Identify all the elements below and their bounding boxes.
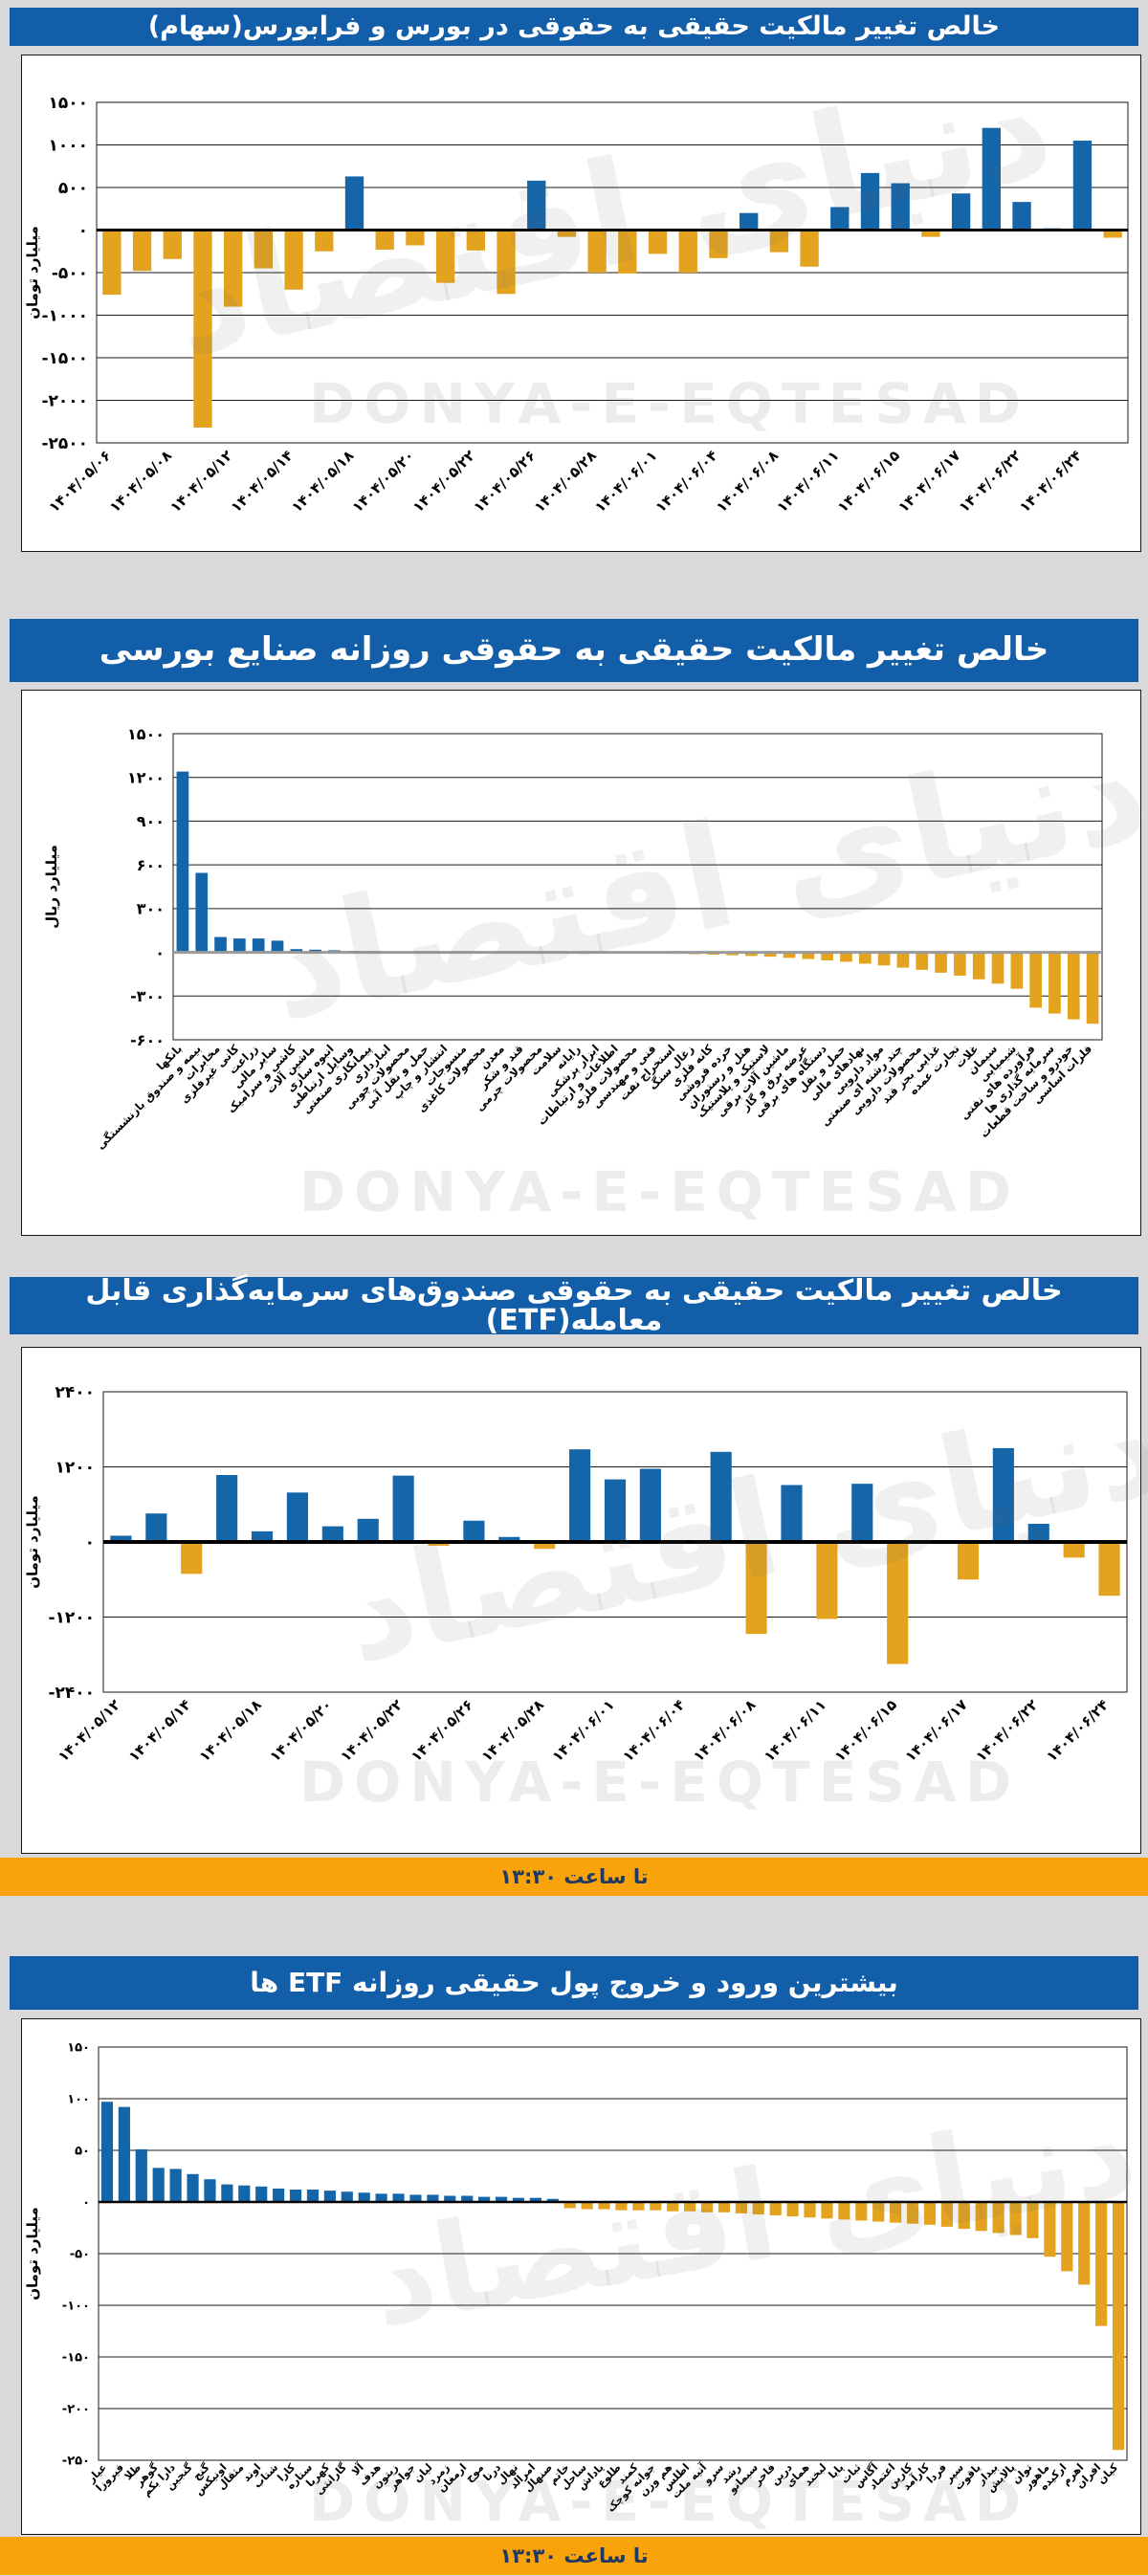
svg-text:۱۴۰۴/۰۶/۱۵: ۱۴۰۴/۰۶/۱۵ — [834, 447, 903, 516]
svg-text:میلیارد تومان: میلیارد تومان — [24, 226, 41, 319]
svg-text:۱۴۰۴/۰۶/۰۱: ۱۴۰۴/۰۶/۰۱ — [549, 1696, 618, 1765]
svg-text:۱۴۰۴/۰۶/۲۲: ۱۴۰۴/۰۶/۲۲ — [972, 1696, 1041, 1765]
industries-chart-title: خالص تغییر مالکیت حقیقی به حقوقی روزانه … — [10, 619, 1138, 682]
svg-text:۱۴۰۴/۰۶/۱۷: ۱۴۰۴/۰۶/۱۷ — [902, 1696, 971, 1765]
svg-text:۱۵۰: ۱۵۰ — [67, 2041, 90, 2056]
svg-text:۱۴۰۴/۰۶/۰۱: ۱۴۰۴/۰۶/۰۱ — [591, 447, 660, 516]
svg-text:-۶۰۰: -۶۰۰ — [130, 1031, 165, 1049]
svg-text:۱۴۰۴/۰۵/۱۸: ۱۴۰۴/۰۵/۱۸ — [196, 1696, 265, 1765]
svg-text:-۳۰۰: -۳۰۰ — [130, 987, 165, 1005]
svg-text:۱۴۰۴/۰۶/۰۴: ۱۴۰۴/۰۶/۰۴ — [652, 447, 721, 516]
svg-text:۱۴۰۴/۰۶/۰۸: ۱۴۰۴/۰۶/۰۸ — [690, 1696, 759, 1765]
svg-text:-۲۵۰۰: -۲۵۰۰ — [41, 434, 88, 453]
svg-text:-۲۵۰: -۲۵۰ — [62, 2455, 90, 2469]
etf-flows-bar-chart: ۱۵۰۱۰۰۵۰۰-۵۰-۱۰۰-۱۵۰-۲۰۰-۲۵۰عیارفیروزاطل… — [24, 2041, 1128, 2515]
svg-text:۱۴۰۴/۰۵/۲۰: ۱۴۰۴/۰۵/۲۰ — [348, 447, 417, 516]
svg-text:۰: ۰ — [82, 2196, 90, 2211]
svg-text:۱۴۰۴/۰۵/۰۸: ۱۴۰۴/۰۵/۰۸ — [106, 447, 175, 516]
svg-text:کیان: کیان — [1095, 2461, 1121, 2487]
etf-net-chart-panel: ۲۴۰۰ ۱۲۰۰ ۰ -۱۲۰۰ -۲۴۰۰ ۱۴۰۴/۰۵/۱۲ ۱۴۰۴/۰۵/۱۴ ۱… — [21, 1347, 1148, 1854]
svg-text:۳۰۰: ۳۰۰ — [137, 900, 165, 918]
svg-text:۱۰۰۰: ۱۰۰۰ — [48, 137, 88, 156]
svg-text:-۱۵۰۰: -۱۵۰۰ — [41, 349, 88, 368]
svg-text:۱۴۰۴/۰۵/۲۸: ۱۴۰۴/۰۵/۲۸ — [478, 1696, 547, 1765]
etf-flows-chart-title: بیشترین ورود و خروج پول حقیقی روزانه ETF… — [10, 1956, 1138, 2010]
svg-text:۱۴۰۴/۰۶/۱۷: ۱۴۰۴/۰۶/۱۷ — [894, 447, 963, 516]
svg-text:۵۰۰: ۵۰۰ — [58, 179, 88, 198]
svg-text:۱۵۰۰: ۱۵۰۰ — [48, 94, 88, 113]
svg-text:۱۴۰۴/۰۵/۲۲: ۱۴۰۴/۰۵/۲۲ — [409, 447, 478, 516]
svg-text:-۱۵۰: -۱۵۰ — [62, 2351, 90, 2366]
svg-text:۱۴۰۴/۰۵/۲۲: ۱۴۰۴/۰۵/۲۲ — [337, 1696, 406, 1765]
svg-text:۰: ۰ — [85, 1533, 95, 1552]
svg-text:۰: ۰ — [155, 943, 165, 961]
svg-text:۱۰۰: ۱۰۰ — [67, 2093, 90, 2107]
svg-text:-۵۰: -۵۰ — [70, 2248, 90, 2262]
svg-text:-۲۰۰: -۲۰۰ — [62, 2403, 90, 2417]
svg-text:میلیارد ریال: میلیارد ریال — [43, 845, 60, 929]
svg-text:۵۰: ۵۰ — [75, 2145, 90, 2159]
svg-text:۱۴۰۴/۰۵/۱۸: ۱۴۰۴/۰۵/۱۸ — [288, 447, 357, 516]
svg-text:میلیارد تومان: میلیارد تومان — [24, 2207, 41, 2301]
etf-net-chart-title: خالص تغییر مالکیت حقیقی به حقوقی صندوق‌ه… — [10, 1275, 1138, 1335]
svg-text:-۱۲۰۰: -۱۲۰۰ — [48, 1609, 95, 1628]
stocks-chart-title: خالص تغییر مالکیت حقیقی به حقوقی در بورس… — [10, 8, 1138, 46]
svg-text:۱۴۰۴/۰۶/۲۴: ۱۴۰۴/۰۶/۲۴ — [1016, 447, 1085, 516]
svg-text:۱۴۰۴/۰۵/۲۰: ۱۴۰۴/۰۵/۲۰ — [266, 1696, 335, 1765]
svg-text:۱۴۰۴/۰۵/۱۴: ۱۴۰۴/۰۵/۱۴ — [228, 447, 297, 516]
svg-text:۱۴۰۴/۰۶/۱۵: ۱۴۰۴/۰۶/۱۵ — [831, 1696, 900, 1765]
svg-text:میلیارد تومان: میلیارد تومان — [24, 1495, 41, 1589]
svg-text:۱۴۰۴/۰۶/۰۴: ۱۴۰۴/۰۶/۰۴ — [619, 1696, 688, 1765]
svg-text:-۱۰۰: -۱۰۰ — [62, 2300, 90, 2314]
svg-text:۱۴۰۴/۰۵/۲۸: ۱۴۰۴/۰۵/۲۸ — [531, 447, 600, 516]
svg-text:۰: ۰ — [78, 222, 88, 241]
svg-text:-۵۰۰: -۵۰۰ — [52, 264, 88, 283]
svg-text:-۲۰۰۰: -۲۰۰۰ — [41, 392, 88, 411]
svg-text:۱۴۰۴/۰۵/۱۲: ۱۴۰۴/۰۵/۱۲ — [55, 1696, 123, 1765]
time-footer-etf-net: تا ساعت ۱۳:۳۰ — [0, 1858, 1148, 1896]
time-footer-etf-flows: تا ساعت ۱۳:۳۰ — [0, 2537, 1148, 2575]
svg-text:۱۲۰۰: ۱۲۰۰ — [55, 1459, 95, 1478]
etf-flows-chart-panel: ۱۵۰ ۱۰۰ ۵۰ ۰ -۵۰ -۱۰۰ -۱۵۰ -۲۰۰ -۲۵۰ عیار فیروزا طل… — [21, 2018, 1146, 2535]
svg-text:۱۴۰۴/۰۶/۱۱: ۱۴۰۴/۰۶/۱۱ — [773, 447, 842, 516]
svg-text:۶۰۰: ۶۰۰ — [137, 856, 165, 874]
svg-text:۱۴۰۴/۰۵/۲۶: ۱۴۰۴/۰۵/۲۶ — [408, 1696, 476, 1765]
svg-text:۱۴۰۴/۰۵/۲۶: ۱۴۰۴/۰۵/۲۶ — [470, 447, 539, 516]
svg-text:۱۴۰۴/۰۶/۰۸: ۱۴۰۴/۰۶/۰۸ — [713, 447, 782, 516]
svg-text:۱۴۰۴/۰۵/۰۶: ۱۴۰۴/۰۵/۰۶ — [45, 447, 114, 516]
svg-text:۱۵۰۰: ۱۵۰۰ — [127, 725, 165, 743]
svg-text:۱۴۰۴/۰۶/۲۴: ۱۴۰۴/۰۶/۲۴ — [1043, 1696, 1112, 1765]
svg-text:-۲۴۰۰: -۲۴۰۰ — [48, 1684, 95, 1703]
svg-text:۱۴۰۴/۰۵/۱۴: ۱۴۰۴/۰۵/۱۴ — [125, 1696, 194, 1765]
svg-text:۲۴۰۰: ۲۴۰۰ — [55, 1383, 95, 1402]
stocks-chart-panel: ۱۵۰۰ ۱۰۰۰ ۵۰۰ ۰ -۵۰۰ -۱۰۰۰ -۱۵۰۰ -۲۰۰۰ -۲۵۰۰ ۱۴۰۴… — [21, 41, 1141, 552]
svg-text:-۱۰۰۰: -۱۰۰۰ — [41, 307, 88, 326]
svg-text:۱۴۰۴/۰۶/۱۱: ۱۴۰۴/۰۶/۱۱ — [761, 1696, 829, 1765]
svg-text:۱۴۰۴/۰۶/۲۲: ۱۴۰۴/۰۶/۲۲ — [956, 447, 1025, 516]
stocks-bar-chart: ۱۵۰۰۱۰۰۰۵۰۰۰-۵۰۰-۱۰۰۰-۱۵۰۰-۲۰۰۰-۲۵۰۰۱۴۰۴… — [24, 94, 1129, 516]
svg-text:۱۲۰۰: ۱۲۰۰ — [127, 768, 165, 786]
industries-chart-panel: ۱۵۰۰ ۱۲۰۰ ۹۰۰ ۶۰۰ ۳۰۰ ۰ -۳۰۰ -۶۰۰ بانکها بیمه و ص… — [21, 690, 1148, 1236]
svg-text:۱۴۰۴/۰۵/۱۲: ۱۴۰۴/۰۵/۱۲ — [166, 447, 235, 516]
svg-text:۹۰۰: ۹۰۰ — [137, 812, 165, 830]
